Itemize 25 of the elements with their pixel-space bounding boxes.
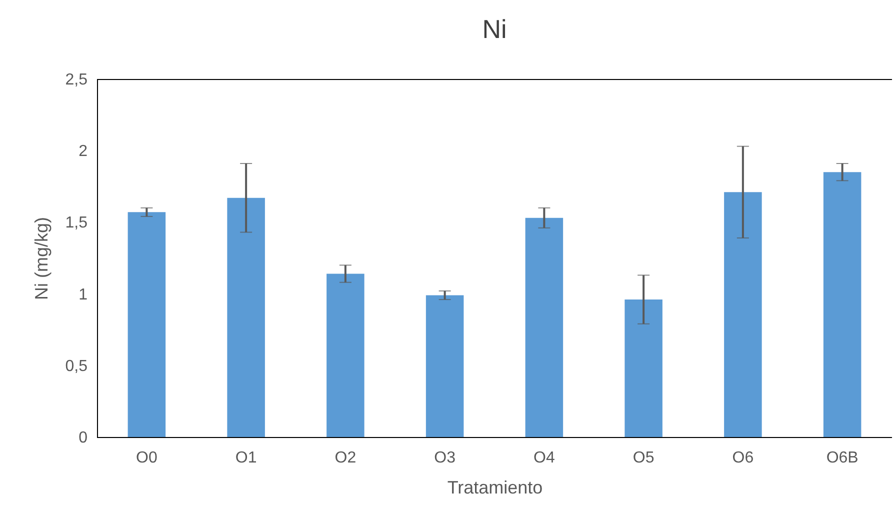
bar: [724, 192, 762, 437]
bar: [525, 218, 564, 437]
y-tick-label: 0,5: [65, 358, 88, 375]
chart-title: Ni: [482, 14, 507, 44]
x-tick-label: O6B: [826, 450, 858, 466]
bar: [426, 295, 464, 437]
x-tick-label: O0: [136, 450, 158, 466]
x-tick-label: O4: [534, 450, 555, 466]
bar: [227, 198, 265, 437]
bar: [326, 274, 364, 437]
y-tick-label: 2: [78, 143, 88, 160]
y-tick-label: 1,5: [65, 214, 88, 232]
bar: [624, 300, 662, 437]
y-tick-label: 2,5: [65, 72, 88, 88]
x-tick-label: O5: [632, 450, 654, 466]
bar: [823, 172, 862, 437]
x-axis-title: Tratamiento: [447, 478, 543, 498]
y-axis-title: Ni (mg/kg): [31, 216, 52, 300]
y-tick-label: 1: [78, 286, 88, 304]
bar: [128, 212, 166, 437]
x-tick-label: O1: [235, 450, 257, 466]
y-tick-label: 0: [78, 430, 88, 446]
x-tick-label: O6: [732, 450, 754, 466]
x-tick-label: O3: [434, 450, 456, 466]
x-tick-label: O2: [334, 450, 356, 466]
